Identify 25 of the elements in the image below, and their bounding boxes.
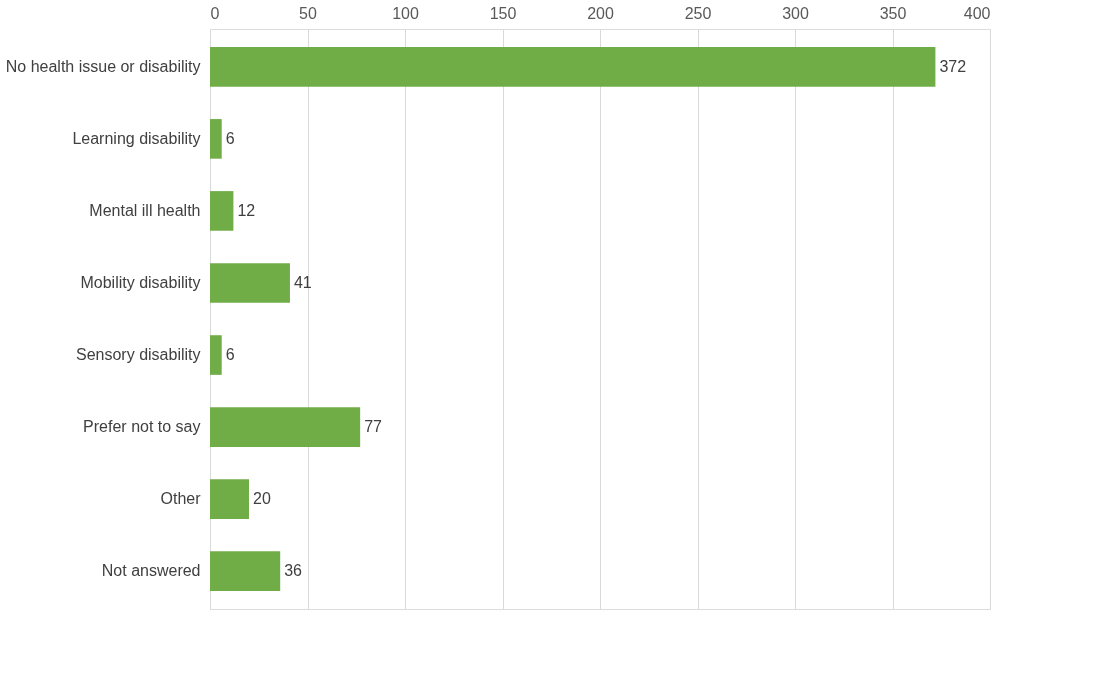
y-tick-label: Other — [160, 490, 202, 508]
data-label: 6 — [225, 129, 235, 147]
y-tick-label: Learning disability — [72, 129, 201, 147]
x-tick-label: 50 — [299, 4, 317, 22]
x-tick-label: 250 — [684, 4, 712, 22]
y-tick-label: No health issue or disability — [5, 57, 201, 75]
x-tick-label: 400 — [963, 4, 991, 22]
y-tick-label: Mental ill health — [89, 201, 201, 219]
x-tick-label: 0 — [210, 4, 220, 22]
data-label: 6 — [225, 346, 235, 364]
data-label: 41 — [293, 273, 312, 291]
x-tick-label: 100 — [392, 4, 419, 22]
y-tick-label: Prefer not to say — [83, 418, 201, 436]
data-label: 12 — [237, 201, 256, 219]
y-tick-label: Mobility disability — [80, 273, 201, 291]
x-tick-label: 300 — [782, 4, 809, 22]
data-label: 20 — [253, 490, 271, 508]
x-tick-label: 350 — [879, 4, 907, 22]
data-label: 36 — [284, 562, 303, 580]
data-label: 77 — [364, 418, 383, 436]
x-tick-label: 150 — [489, 4, 517, 22]
y-tick-label: Sensory disability — [76, 346, 201, 364]
x-tick-label: 200 — [587, 4, 614, 22]
data-label: 372 — [939, 57, 967, 75]
y-tick-label: Not answered — [101, 562, 201, 580]
